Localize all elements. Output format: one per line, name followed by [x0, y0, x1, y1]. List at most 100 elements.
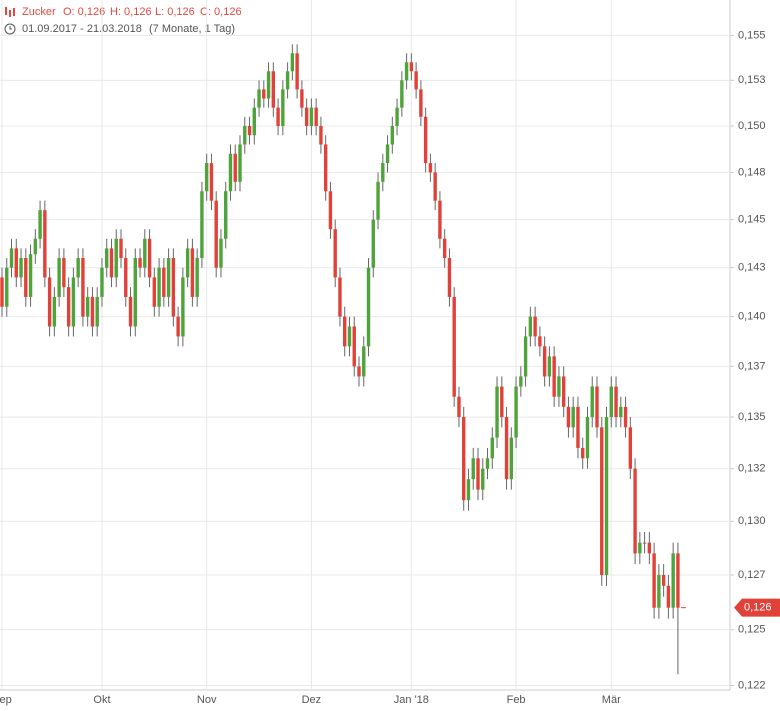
candle-body	[143, 238, 147, 268]
candle-body	[257, 89, 261, 108]
x-tick-label: Mär	[602, 694, 621, 706]
candle-body	[43, 210, 47, 278]
candle-body	[252, 107, 256, 136]
candle-body	[457, 396, 461, 418]
candle-body	[228, 153, 233, 192]
candle-body	[619, 406, 623, 418]
candle-body	[514, 386, 518, 438]
candle-body	[647, 542, 652, 554]
candle-body	[343, 316, 347, 347]
candle-body	[657, 574, 661, 608]
candle-body	[190, 248, 195, 297]
candle-body	[519, 376, 523, 387]
candle-body	[114, 238, 118, 278]
candle-body	[376, 181, 380, 220]
y-tick-label: 0,145	[738, 214, 766, 226]
candle-body	[471, 458, 475, 480]
candle-body	[552, 356, 556, 397]
candle-body	[133, 258, 137, 327]
candle-body	[281, 89, 285, 127]
candle-body	[566, 406, 571, 428]
close-label: C: 0,126	[200, 6, 242, 18]
candle-body	[76, 258, 80, 278]
candle-body	[219, 238, 223, 268]
y-tick-label: 0,132	[738, 463, 766, 475]
candle-body	[290, 53, 295, 72]
candle-body	[95, 296, 99, 327]
date-range: 01.09.2017 - 21.03.2018	[22, 23, 142, 35]
candle-body	[14, 248, 18, 278]
candle-body	[366, 267, 371, 347]
candle-body	[557, 376, 561, 397]
candle-body	[447, 258, 452, 297]
candle-body	[533, 316, 537, 337]
candle-body	[666, 585, 671, 608]
candle-body	[500, 386, 504, 418]
candle-body	[185, 248, 190, 278]
candle-body	[352, 326, 356, 367]
open-label: O: 0,126	[63, 6, 105, 18]
candle-body	[409, 62, 414, 72]
candle-body	[438, 200, 442, 239]
candle-body	[561, 376, 566, 407]
candle-body	[509, 437, 514, 480]
x-tick-label: Feb	[507, 694, 526, 706]
candle-body	[671, 553, 675, 608]
candle-body	[371, 219, 375, 268]
candle-body	[614, 386, 618, 418]
candle-body	[333, 229, 337, 278]
candle-body	[0, 277, 4, 307]
candle-body	[100, 267, 104, 297]
candle-body	[276, 107, 280, 127]
candle-body	[485, 458, 490, 469]
candle-body	[523, 336, 528, 377]
candle-body	[362, 346, 366, 377]
candle-body	[147, 238, 152, 278]
x-tick-label: Okt	[93, 694, 110, 706]
x-tick-label: Sep	[0, 694, 12, 706]
candle-body	[224, 191, 228, 239]
y-tick-label: 0,127	[738, 569, 766, 581]
candle-body	[381, 163, 385, 182]
x-tick-label: Jan '18	[394, 694, 429, 706]
candle-body	[623, 406, 628, 428]
candle-body	[433, 172, 437, 201]
y-tick-label: 0,125	[738, 624, 766, 636]
candle-body	[423, 116, 428, 164]
candle-body	[442, 238, 447, 259]
y-tick-label: 0,140	[738, 311, 766, 323]
candle-body	[166, 258, 171, 297]
candle-body	[295, 53, 299, 90]
candle-body	[38, 210, 42, 239]
candle-body	[390, 126, 395, 145]
candle-body	[233, 153, 237, 182]
candle-body	[81, 258, 85, 317]
high-label: H: 0,126	[110, 6, 152, 18]
candle-body	[47, 277, 52, 327]
y-tick-label: 0,153	[738, 74, 766, 86]
candle-body	[576, 406, 580, 448]
candle-body	[19, 258, 23, 278]
candle-body	[57, 258, 61, 297]
icon	[9, 10, 11, 17]
y-tick-label: 0,143	[738, 262, 766, 274]
candle-body	[490, 437, 494, 459]
candle-body	[214, 200, 218, 268]
candle-body	[243, 126, 247, 145]
candle-body	[171, 258, 176, 317]
candle-body	[595, 386, 599, 428]
candle-body	[585, 417, 590, 459]
candle-body	[119, 238, 123, 259]
y-tick-label: 0,130	[738, 515, 766, 527]
candle-body	[66, 287, 71, 327]
y-tick-label: 0,137	[738, 360, 766, 372]
candle-body	[452, 296, 456, 397]
candle-body	[481, 468, 485, 490]
header: Zucker O: 0,126 H: 0,126 L: 0,126 C: 0,1…	[4, 6, 242, 35]
candle-body	[181, 277, 185, 337]
candle-body	[633, 468, 637, 554]
period: (7 Monate, 1 Tag)	[149, 23, 235, 35]
candle-body	[652, 553, 656, 608]
candle-body	[590, 386, 594, 418]
candle-body	[138, 258, 142, 268]
